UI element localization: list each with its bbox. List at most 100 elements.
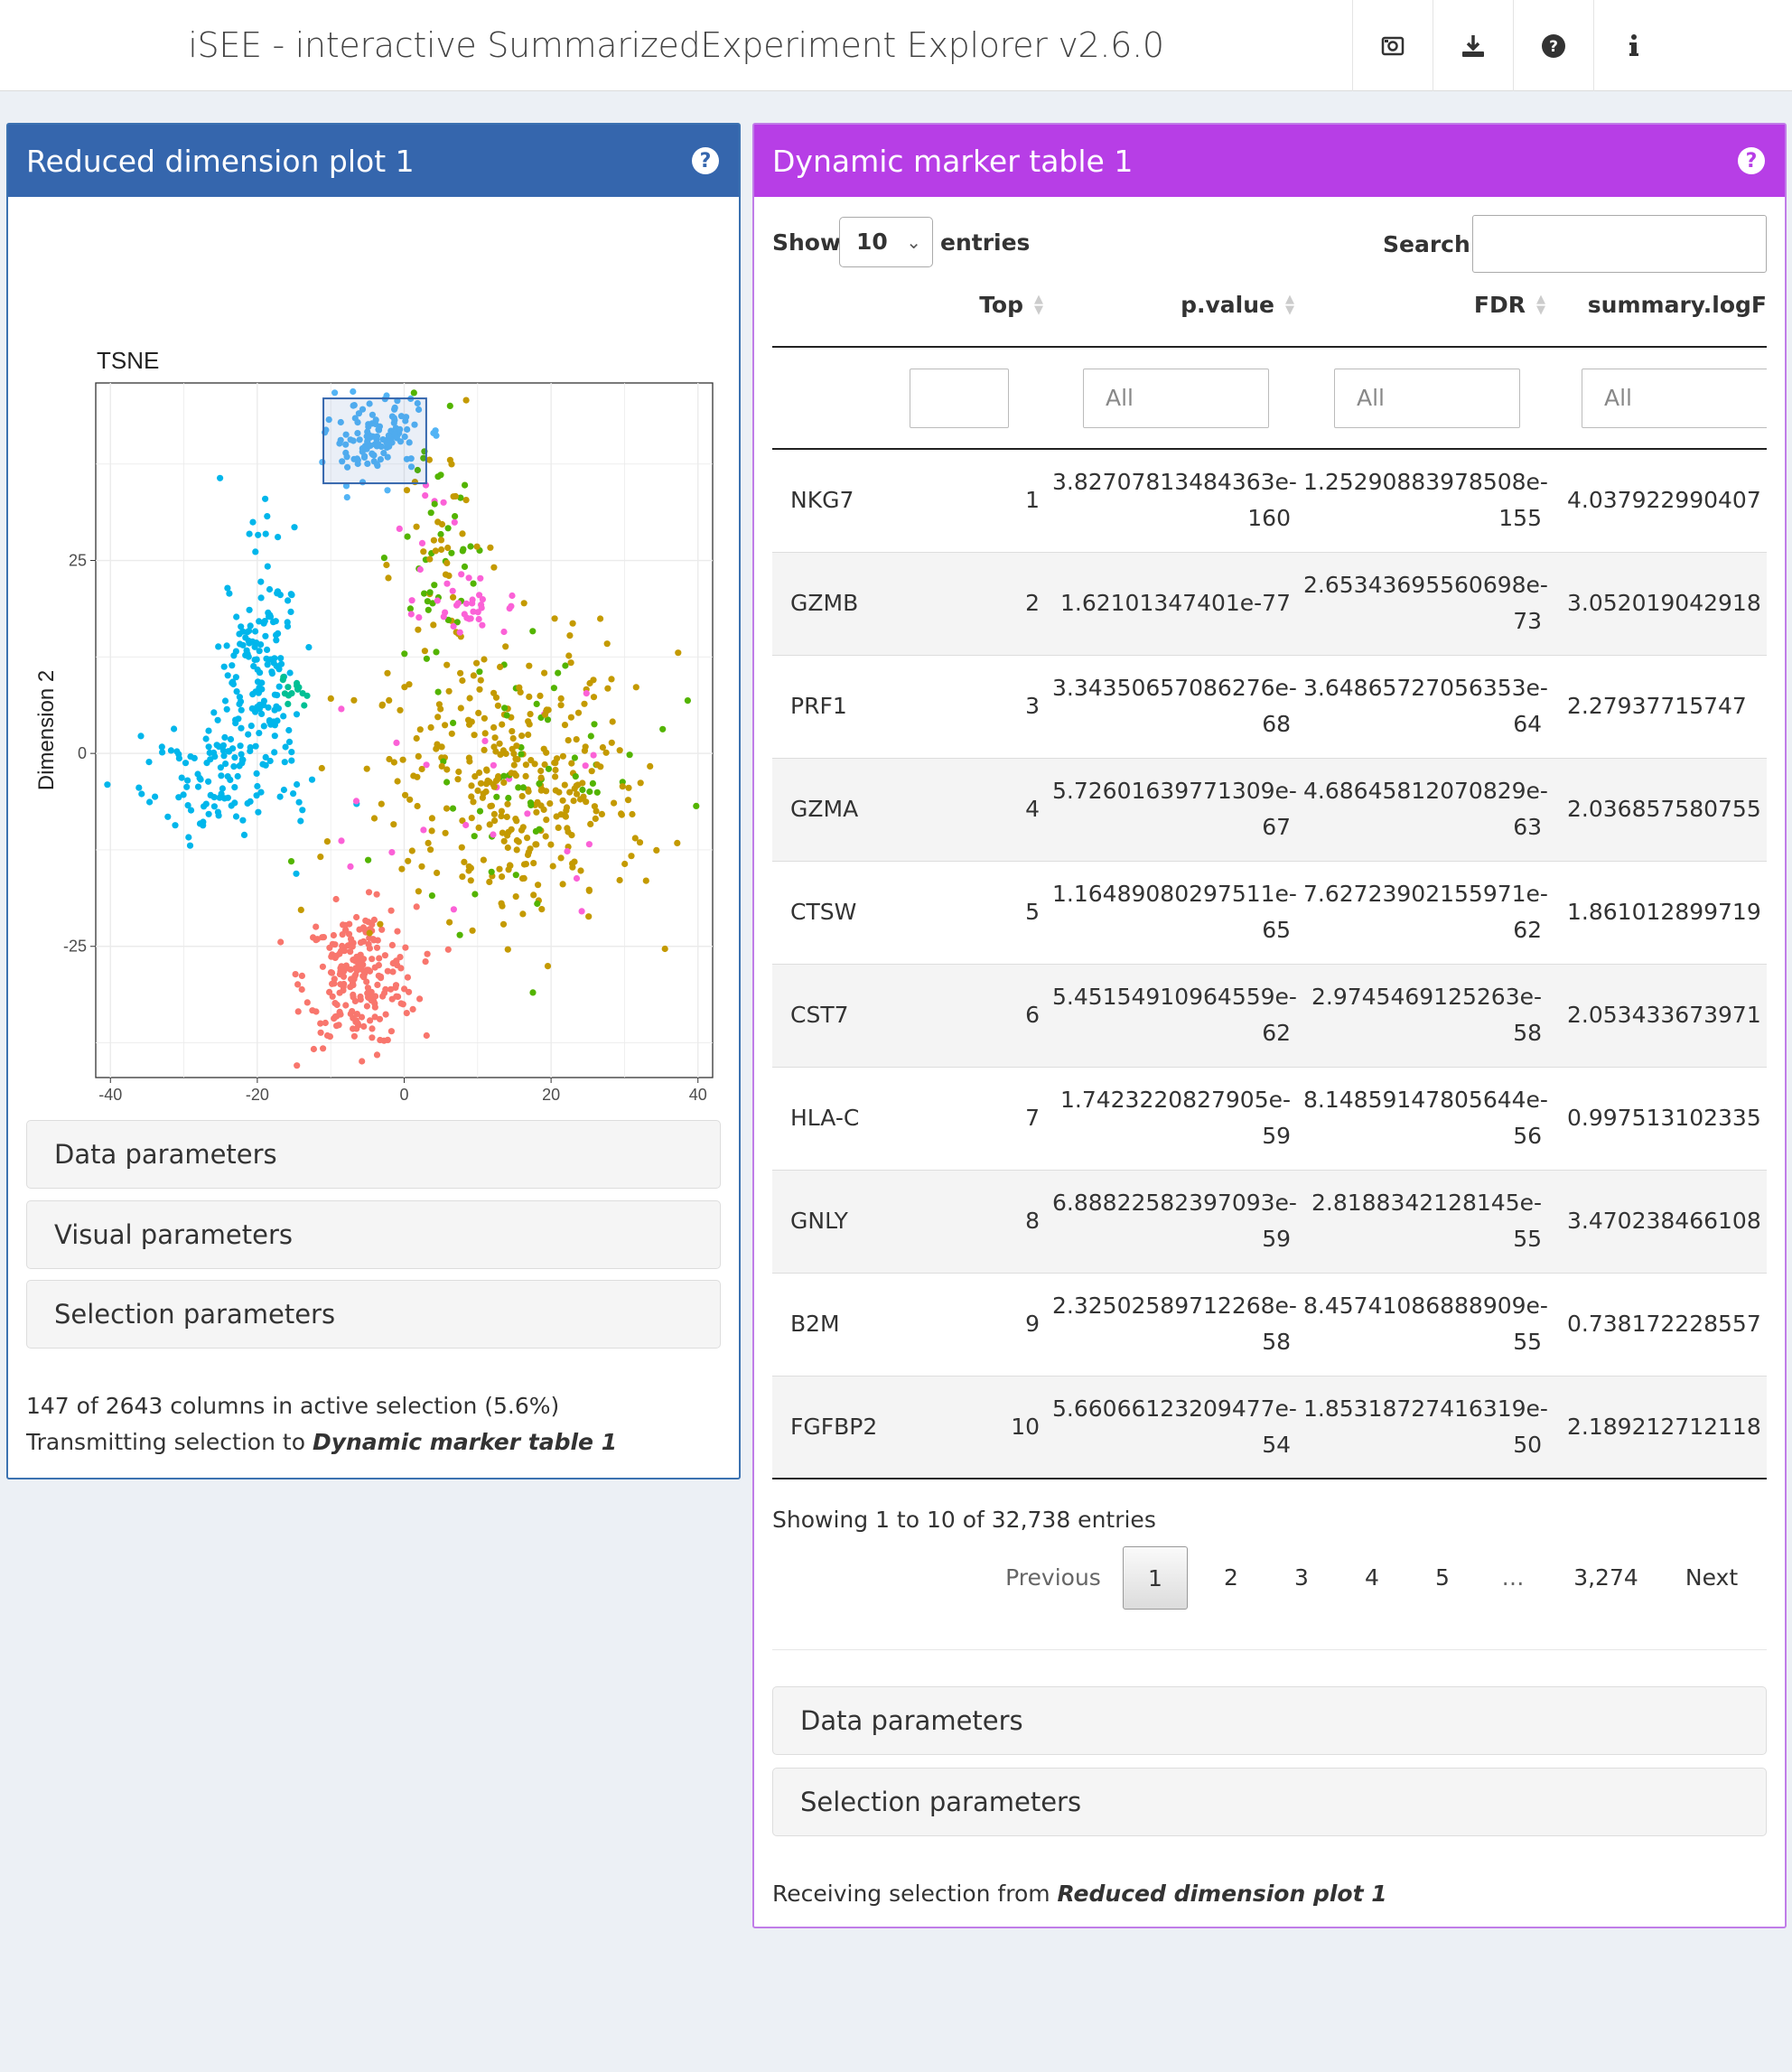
data-point [292, 971, 299, 978]
pager-page-4[interactable]: 4 [1365, 1564, 1379, 1591]
search-input[interactable] [1472, 215, 1767, 273]
data-point [409, 1005, 416, 1013]
data-point [331, 975, 338, 983]
help-icon[interactable]: ? [692, 147, 719, 174]
pager-previous[interactable]: Previous [1005, 1564, 1101, 1591]
data-point [481, 737, 489, 745]
data-point [210, 709, 218, 716]
data-point [404, 533, 411, 540]
pager-page-3[interactable]: 3 [1294, 1564, 1309, 1591]
question-circle-icon[interactable]: ? [1513, 0, 1593, 91]
data-point [332, 895, 340, 903]
data-point [344, 463, 351, 471]
entries-value: 10 [856, 229, 888, 255]
data-point [462, 481, 469, 489]
selection-parameters-collapse[interactable]: Selection parameters [772, 1768, 1767, 1836]
table-row[interactable]: NKG7 1 3.82707813484363e- 160 1.25290883978… [772, 449, 1767, 553]
data-point [585, 886, 593, 893]
data-point [470, 608, 477, 615]
data-point [438, 762, 445, 770]
table-row[interactable]: GZMA 4 5.72601639771309e- 67 4.686458120708… [772, 758, 1767, 862]
data-point [364, 437, 371, 444]
data-point [631, 835, 639, 842]
data-point [466, 721, 473, 728]
data-parameters-collapse[interactable]: Data parameters [26, 1120, 721, 1189]
data-point [391, 416, 398, 424]
data-point [223, 642, 230, 649]
visual-parameters-collapse[interactable]: Visual parameters [26, 1200, 721, 1269]
table-row[interactable]: PRF1 3 3.34350657086276e- 68 3.648657270563… [772, 655, 1767, 759]
column-header-top[interactable]: Top ▲ ▼ [890, 264, 1052, 348]
transmit-target: Dynamic marker table 1 [312, 1429, 618, 1455]
cell-fdr: 3.64865727056353e- 64 [1303, 655, 1554, 759]
data-point [461, 858, 468, 866]
data-point [265, 704, 272, 711]
data-point [424, 598, 431, 605]
data-point [448, 549, 455, 556]
filter-fdr-input[interactable]: All [1334, 368, 1520, 428]
selection-parameters-collapse[interactable]: Selection parameters [26, 1280, 721, 1349]
data-point [238, 724, 245, 732]
data-point [260, 620, 267, 627]
column-header-summary-logfc[interactable]: summary.logF [1554, 264, 1767, 348]
data-point [597, 615, 604, 622]
data-point [569, 860, 576, 867]
table-row[interactable]: GNLY 8 6.88822582397093e- 59 2.818834212814… [772, 1170, 1767, 1274]
table-row[interactable]: HLA-C 7 1.7423220827905e- 59 8.148591478056… [772, 1067, 1767, 1171]
help-icon[interactable]: ? [1738, 147, 1765, 174]
data-point [271, 722, 278, 729]
pager-page-last[interactable]: 3,274 [1573, 1564, 1638, 1591]
data-point [327, 695, 334, 703]
screenshot-icon[interactable] [1352, 0, 1433, 91]
data-point [238, 706, 245, 714]
data-point [544, 716, 552, 723]
filter-logfc-input[interactable]: All [1582, 368, 1767, 428]
data-point [319, 934, 326, 941]
cell-logfc: 2.189212712118 [1554, 1376, 1767, 1479]
data-point [298, 972, 305, 979]
toolbar: ? [1352, 0, 1674, 91]
table-row[interactable]: CTSW 5 1.16489080297511e- 65 7.627239021559… [772, 861, 1767, 965]
pager-page-1[interactable]: 1 [1123, 1546, 1188, 1610]
table-row[interactable]: GZMB 2 1.62101347401e-77 2.65343695560698e-… [772, 552, 1767, 656]
data-point [608, 739, 615, 746]
data-point [222, 761, 229, 768]
pager-next[interactable]: Next [1685, 1564, 1739, 1591]
data-point [478, 604, 485, 611]
data-point [339, 458, 346, 465]
column-header-rownames[interactable] [772, 264, 890, 348]
data-point [384, 453, 391, 461]
info-icon[interactable] [1593, 0, 1674, 91]
data-point [504, 844, 511, 852]
data-point [508, 770, 515, 777]
pager-page-2[interactable]: 2 [1224, 1564, 1238, 1591]
column-header-pvalue[interactable]: p.value ▲ ▼ [1052, 264, 1303, 348]
data-point [219, 742, 227, 749]
column-header-fdr[interactable]: FDR ▲ ▼ [1303, 264, 1554, 348]
data-point [392, 982, 400, 989]
filter-pvalue-input[interactable]: All [1083, 368, 1269, 428]
entries-select[interactable]: 10 ⌄ [839, 217, 933, 267]
cell-pvalue: 5.72601639771309e- 67 [1052, 758, 1303, 862]
data-point [452, 492, 459, 500]
y-tick-label: -25 [63, 938, 87, 956]
data-parameters-collapse[interactable]: Data parameters [772, 1686, 1767, 1755]
data-point [408, 847, 415, 854]
data-point [257, 789, 265, 796]
data-point [477, 574, 484, 582]
data-point [262, 632, 269, 639]
data-point [224, 672, 231, 679]
table-row[interactable]: CST7 6 5.45154910964559e- 62 2.974546912526… [772, 964, 1767, 1068]
data-point [396, 525, 403, 532]
filter-top-input[interactable] [910, 368, 1009, 428]
table-row[interactable]: B2M 9 2.32502589712268e- 58 8.4574108688890… [772, 1273, 1767, 1377]
data-point [298, 985, 305, 994]
table-row[interactable]: FGFBP2 10 5.66066123209477e- 54 1.853187274… [772, 1376, 1767, 1479]
data-point [468, 815, 475, 822]
data-point [253, 639, 260, 647]
data-point [526, 693, 533, 701]
pager-page-5[interactable]: 5 [1435, 1564, 1450, 1591]
download-icon[interactable] [1433, 0, 1513, 91]
data-point [185, 834, 192, 841]
